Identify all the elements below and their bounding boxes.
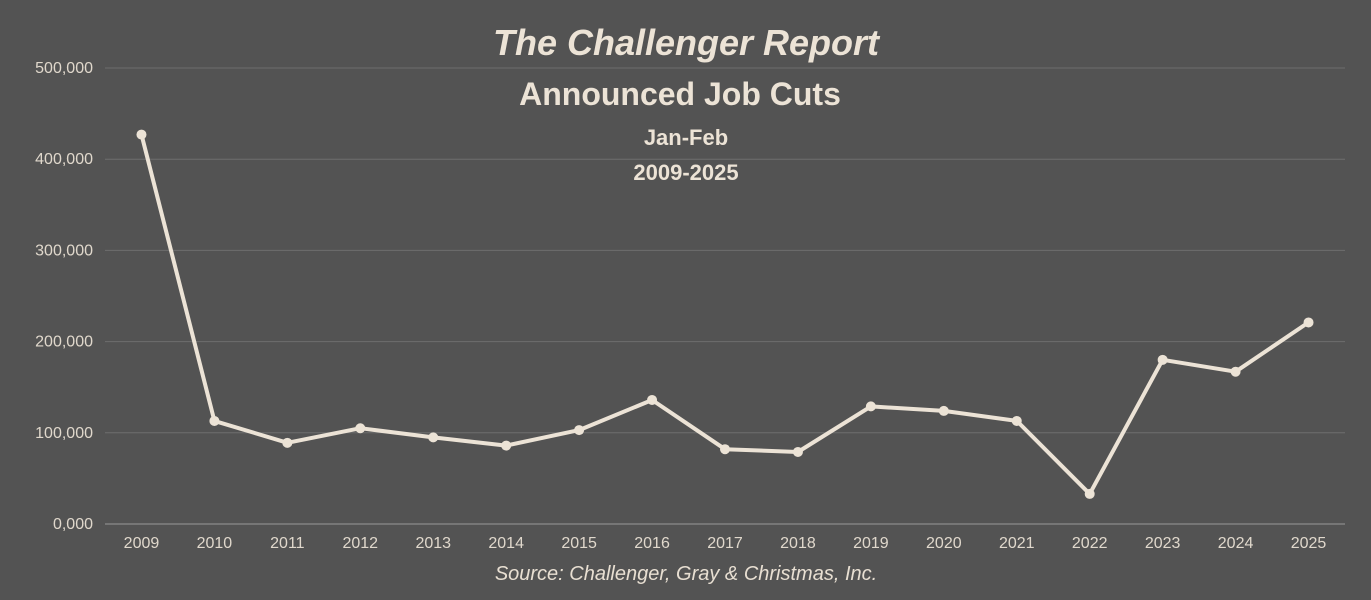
data-point[interactable] [282, 437, 293, 448]
x-tick-label: 2017 [707, 535, 743, 552]
data-point[interactable] [1157, 354, 1168, 365]
x-tick-label: 2015 [561, 535, 597, 552]
x-tick-label: 2014 [488, 535, 524, 552]
y-tick-label: 0,000 [53, 516, 93, 533]
data-point[interactable] [1303, 317, 1314, 328]
data-point[interactable] [1011, 415, 1022, 426]
data-point[interactable] [209, 415, 220, 426]
x-tick-label: 2016 [634, 535, 670, 552]
y-tick-label: 300,000 [35, 242, 93, 259]
data-point[interactable] [1084, 488, 1095, 499]
y-tick-label: 400,000 [35, 151, 93, 168]
x-tick-label: 2012 [342, 535, 378, 552]
source-note: Source: Challenger, Gray & Christmas, In… [495, 563, 877, 585]
x-tick-label: 2009 [124, 535, 160, 552]
data-point[interactable] [428, 432, 439, 443]
y-axis-ticks: 0,000 100,000 200,000 300,000 400,000 500,000 [35, 60, 93, 533]
y-tick-label: 100,000 [35, 425, 93, 442]
x-tick-label: 2023 [1145, 535, 1181, 552]
x-tick-label: 2010 [197, 535, 233, 552]
chart-subtitle: Announced Job Cuts [519, 76, 841, 112]
x-tick-label: 2025 [1291, 535, 1327, 552]
x-axis-ticks: 2009 2010 2011 2012 2013 2014 2015 2016 2017 2018… [124, 535, 1327, 552]
chart-title: The Challenger Report [493, 22, 881, 63]
data-point[interactable] [792, 446, 803, 457]
data-point[interactable] [647, 394, 658, 405]
series-group [136, 129, 1314, 499]
gridlines [105, 67, 1345, 525]
data-point[interactable] [865, 401, 876, 412]
data-point[interactable] [355, 423, 366, 434]
x-tick-label: 2019 [853, 535, 889, 552]
chart-year-range: 2009-2025 [633, 160, 738, 185]
chart-period: Jan-Feb [644, 125, 728, 150]
data-point[interactable] [938, 405, 949, 416]
x-tick-label: 2018 [780, 535, 816, 552]
x-tick-label: 2013 [415, 535, 451, 552]
series-line [139, 132, 1311, 496]
x-tick-label: 2011 [270, 535, 305, 552]
data-point[interactable] [720, 444, 730, 455]
data-point[interactable] [1230, 366, 1241, 377]
x-tick-label: 2024 [1218, 535, 1254, 552]
x-tick-label: 2021 [999, 535, 1035, 552]
data-point[interactable] [136, 129, 147, 140]
x-tick-label: 2020 [926, 535, 962, 552]
x-tick-label: 2022 [1072, 535, 1108, 552]
data-point[interactable] [574, 425, 585, 436]
y-tick-label: 500,000 [35, 60, 93, 77]
y-tick-label: 200,000 [35, 334, 93, 351]
data-point[interactable] [501, 440, 512, 451]
